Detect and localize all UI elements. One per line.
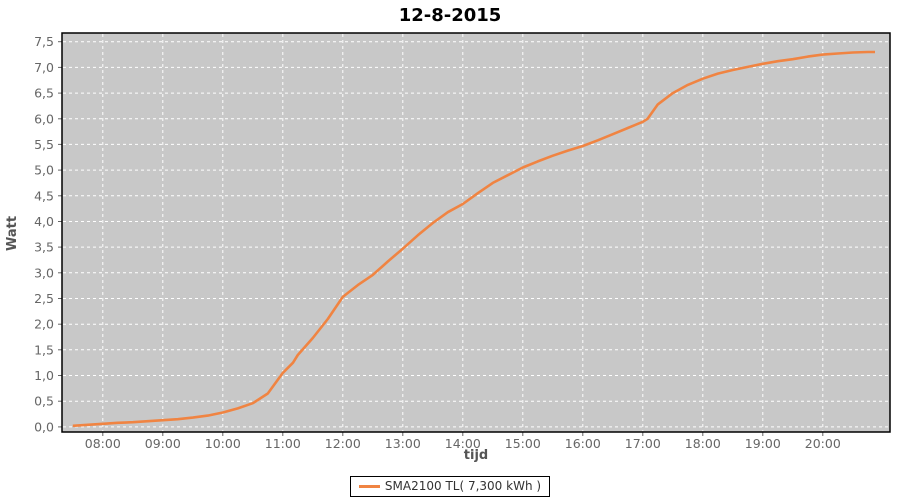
series-line [72,50,875,428]
x-tick-label: 15:00 [505,436,541,451]
y-tick-label: 1,0 [34,368,54,383]
x-tick-label: 13:00 [385,436,421,451]
y-tick-label: 6,0 [34,111,54,126]
y-tick-label: 7,5 [34,34,54,49]
legend: SMA2100 TL( 7,300 kWh ) [0,476,900,497]
x-tick-label: 12:00 [325,436,361,451]
y-tick-label: 5,0 [34,163,54,178]
plot-canvas: 0,0 0,5 1,0 1,5 2,0 2,5 3,0 3,5 4,0 4,5 5,0 5,5 6,0 6… [34,32,891,451]
x-tick-label: 20:00 [805,436,841,451]
chart-title: 12-8-2015 [398,5,502,26]
legend-item: SMA2100 TL( 7,300 kWh ) [349,476,551,497]
y-tick-label: 3,5 [34,240,54,255]
plot-background [62,33,890,432]
y-tick-label: 2,5 [34,291,54,306]
x-tick-label: 08:00 [85,436,121,451]
x-tick-label: 10:00 [205,436,241,451]
y-tick-label: 4,0 [34,214,54,229]
y-tick-label: 4,5 [34,188,54,203]
plot-border [61,32,891,433]
y-tick-label: 5,5 [34,137,54,152]
x-tick-label: 09:00 [145,436,181,451]
x-tick-label: 11:00 [265,436,301,451]
x-tick-label: 14:00 [445,436,481,451]
y-axis-title: Watt [5,215,20,251]
y-tick-label: 0,0 [34,419,54,434]
y-tick-label: 0,5 [34,394,54,409]
y-tick-label: 3,0 [34,265,54,280]
y-tick-label: 6,5 [34,86,54,101]
x-tick-label: 18:00 [685,436,721,451]
x-tick-label: 16:00 [565,436,601,451]
legend-series-swatch-icon [358,484,380,488]
y-tick-label: 2,0 [34,317,54,332]
x-tick-label: 19:00 [745,436,781,451]
y-tick-label: 7,0 [34,60,54,75]
legend-series-label: SMA2100 TL( 7,300 kWh ) [384,479,542,493]
y-tick-label: 1,5 [34,342,54,357]
x-axis-title: tijd [463,448,489,463]
x-tick-label: 17:00 [625,436,661,451]
